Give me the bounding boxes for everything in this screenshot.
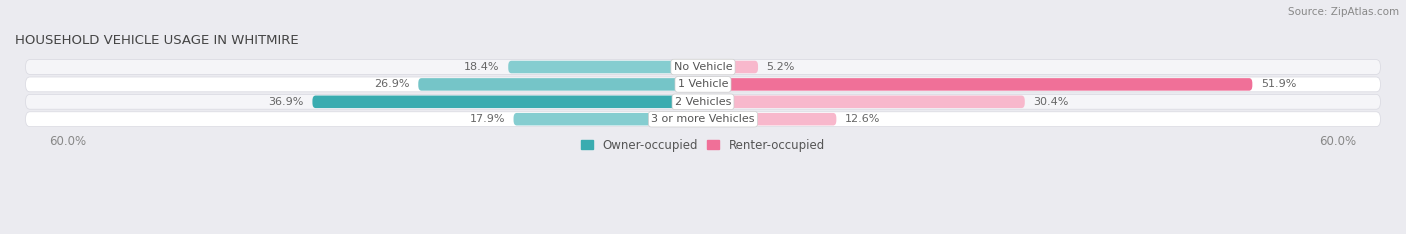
FancyBboxPatch shape — [703, 95, 1025, 108]
FancyBboxPatch shape — [418, 78, 703, 91]
FancyBboxPatch shape — [312, 95, 703, 108]
Text: No Vehicle: No Vehicle — [673, 62, 733, 72]
FancyBboxPatch shape — [25, 112, 1381, 127]
Text: 26.9%: 26.9% — [374, 79, 409, 89]
Text: 1 Vehicle: 1 Vehicle — [678, 79, 728, 89]
Text: 3 or more Vehicles: 3 or more Vehicles — [651, 114, 755, 124]
Legend: Owner-occupied, Renter-occupied: Owner-occupied, Renter-occupied — [576, 134, 830, 156]
FancyBboxPatch shape — [513, 113, 703, 125]
Text: HOUSEHOLD VEHICLE USAGE IN WHITMIRE: HOUSEHOLD VEHICLE USAGE IN WHITMIRE — [15, 34, 298, 47]
Text: 18.4%: 18.4% — [464, 62, 499, 72]
FancyBboxPatch shape — [25, 94, 1381, 109]
Text: Source: ZipAtlas.com: Source: ZipAtlas.com — [1288, 7, 1399, 17]
Text: 2 Vehicles: 2 Vehicles — [675, 97, 731, 107]
Text: 12.6%: 12.6% — [845, 114, 880, 124]
Text: 36.9%: 36.9% — [269, 97, 304, 107]
Text: 17.9%: 17.9% — [470, 114, 505, 124]
Text: 51.9%: 51.9% — [1261, 79, 1296, 89]
FancyBboxPatch shape — [25, 60, 1381, 74]
Text: 30.4%: 30.4% — [1033, 97, 1069, 107]
FancyBboxPatch shape — [508, 61, 703, 73]
FancyBboxPatch shape — [703, 113, 837, 125]
FancyBboxPatch shape — [703, 61, 758, 73]
Text: 5.2%: 5.2% — [766, 62, 794, 72]
FancyBboxPatch shape — [703, 78, 1253, 91]
FancyBboxPatch shape — [25, 77, 1381, 92]
